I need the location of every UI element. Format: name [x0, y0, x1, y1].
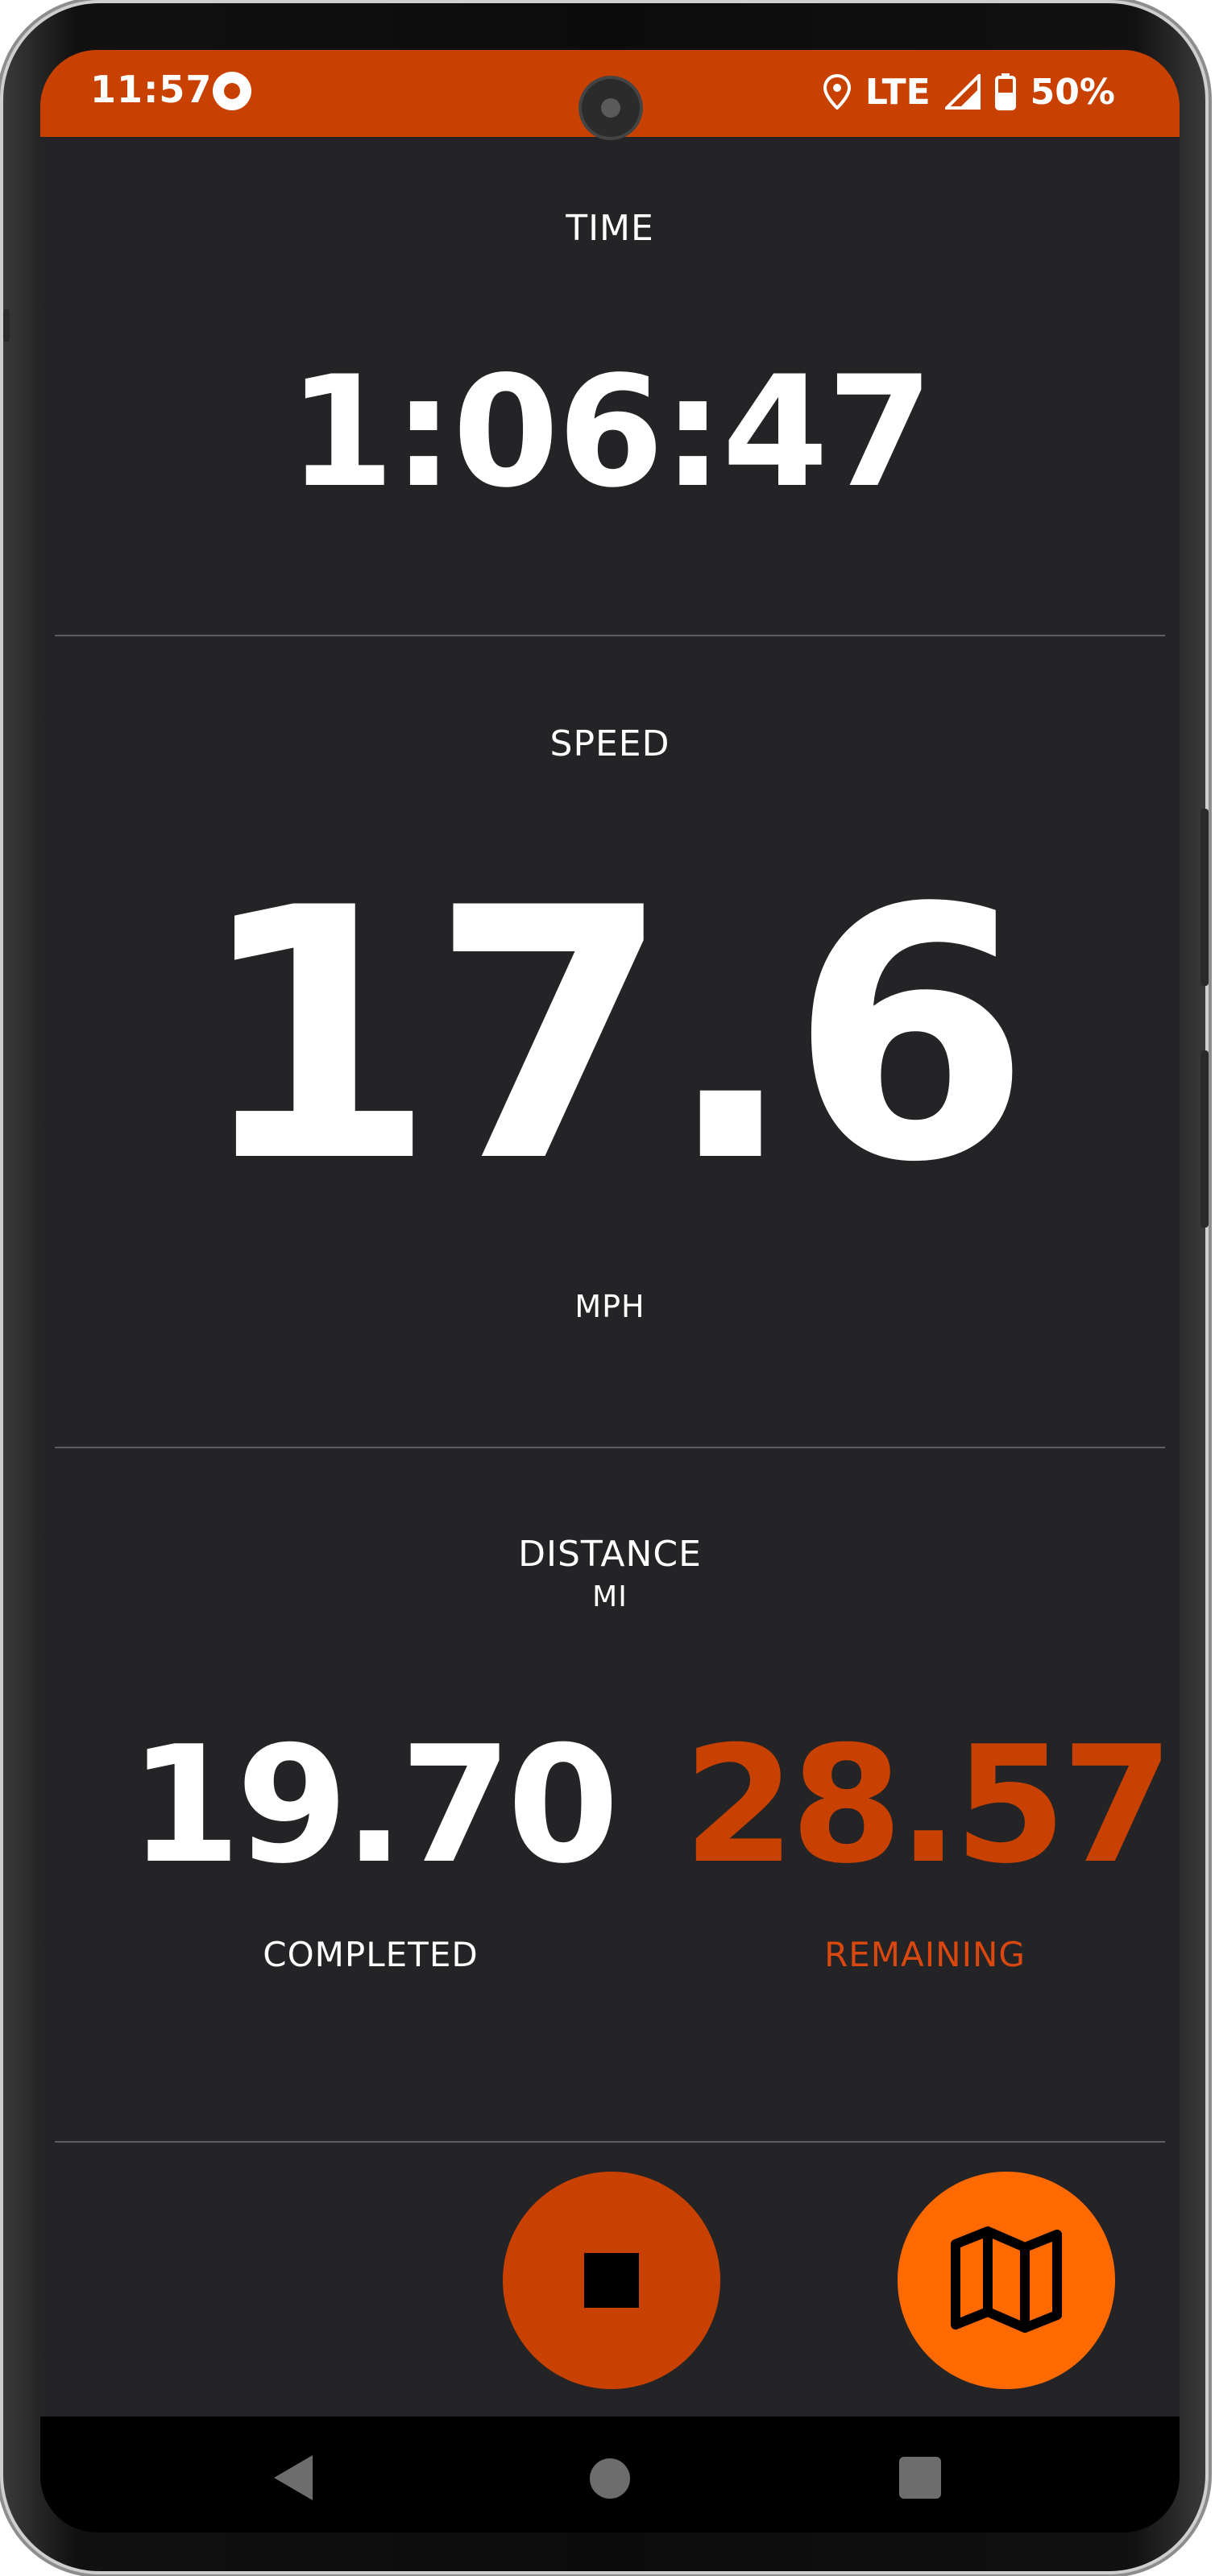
left-side-button: [3, 309, 10, 342]
home-icon[interactable]: [590, 2458, 630, 2499]
battery-icon: [994, 73, 1016, 110]
distance-remaining: 28.57 REMAINING: [683, 1712, 1174, 1975]
stop-icon: [584, 2253, 639, 2308]
remaining-value: 28.57: [683, 1712, 1174, 1899]
divider: [55, 635, 1165, 636]
map-icon: [951, 2226, 1062, 2333]
speed-unit: MPH: [574, 1289, 645, 1324]
remaining-label: REMAINING: [824, 1935, 1026, 1974]
divider: [55, 1447, 1165, 1448]
phone-frame: 11:57 LTE: [3, 3, 1209, 2571]
battery-percent: 50%: [1030, 71, 1115, 113]
time-value: 1:06:47: [288, 343, 934, 521]
status-indicators: LTE 50%: [823, 68, 1115, 116]
distance-completed: 19.70 COMPLETED: [129, 1712, 620, 1975]
speed-value: 17.6: [195, 835, 1031, 1238]
screen: 11:57 LTE: [40, 50, 1180, 2533]
time-label: TIME: [566, 208, 654, 249]
distance-label: DISTANCE: [518, 1534, 702, 1575]
front-camera: [582, 79, 640, 137]
record-icon: [213, 72, 251, 110]
power-button: [1200, 809, 1209, 986]
signal-icon: [944, 74, 981, 110]
divider: [55, 2141, 1165, 2143]
navigation-bar: [40, 2417, 1180, 2533]
back-icon[interactable]: [274, 2455, 313, 2500]
status-time: 11:57: [90, 68, 213, 111]
map-button[interactable]: [898, 2172, 1115, 2389]
network-type: LTE: [865, 71, 931, 113]
completed-label: COMPLETED: [263, 1935, 479, 1974]
location-icon: [823, 74, 851, 110]
distance-unit: MI: [592, 1580, 628, 1613]
speed-label: SPEED: [549, 723, 670, 764]
completed-value: 19.70: [129, 1712, 620, 1899]
volume-button: [1200, 1050, 1209, 1228]
recent-apps-icon[interactable]: [899, 2457, 941, 2499]
stop-button[interactable]: [503, 2172, 720, 2389]
